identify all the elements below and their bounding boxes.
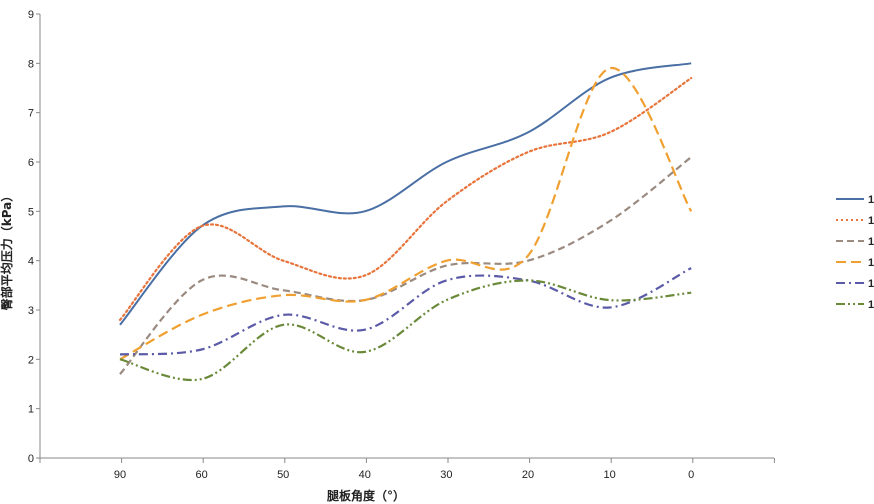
series-line-6 (119, 279, 692, 382)
y-tick-label: 1 (28, 404, 34, 416)
legend-label: 1 (868, 257, 874, 269)
series-layer (118, 62, 693, 382)
x-tick-label: 0 (688, 469, 694, 481)
legend-label: 1 (868, 299, 874, 311)
y-tick-label: 8 (28, 58, 34, 70)
x-tick-label: 40 (359, 469, 371, 481)
legend: 1 1 1 1 1 1 (836, 194, 874, 311)
y-tick-label: 4 (28, 256, 34, 268)
y-tick-label: 9 (28, 9, 34, 21)
series-line-1 (119, 62, 692, 326)
x-tick-label: 10 (603, 469, 615, 481)
legend-label: 1 (868, 236, 874, 248)
x-axis-title: 腿板角度（°） (327, 488, 405, 503)
y-tick-label: 2 (28, 354, 34, 366)
legend-label: 1 (868, 278, 874, 290)
series-line-4 (119, 67, 693, 361)
y-tick-label: 0 (28, 453, 34, 465)
x-tick-label: 30 (440, 469, 452, 481)
y-axis: 0 1 2 3 4 5 6 7 8 9 (28, 9, 41, 465)
x-tick-label: 60 (195, 469, 207, 481)
series-line-2 (118, 77, 693, 321)
legend-label: 1 (868, 194, 874, 206)
x-tick-label: 20 (522, 469, 534, 481)
x-tick-label: 50 (277, 469, 289, 481)
y-tick-label: 6 (28, 157, 34, 169)
y-tick-label: 5 (28, 206, 34, 218)
y-tick-label: 7 (28, 108, 34, 120)
legend-label: 1 (868, 215, 874, 227)
x-axis: 90 60 50 40 30 20 10 0 (39, 457, 775, 481)
series-line-3 (119, 156, 692, 375)
y-tick-label: 3 (28, 305, 34, 317)
y-axis-title: 臀部平均压力（kPa） (0, 190, 14, 311)
x-tick-label: 90 (114, 469, 126, 481)
